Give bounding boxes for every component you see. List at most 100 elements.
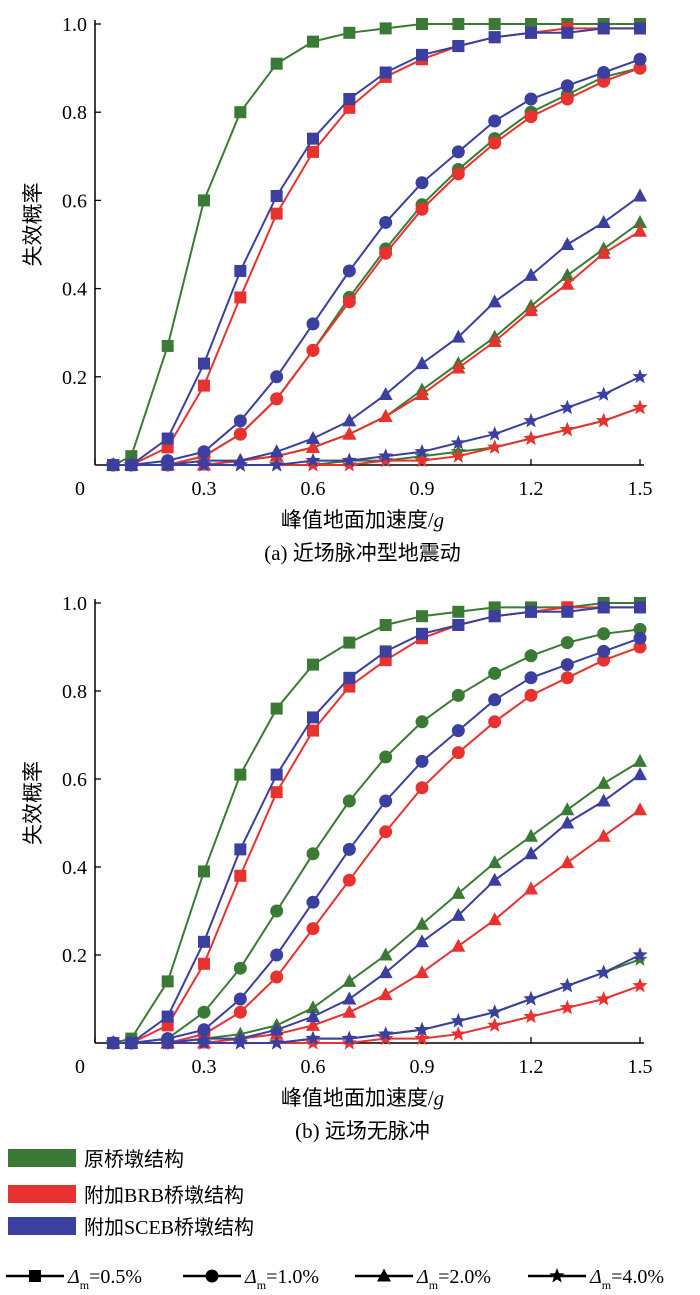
data-point-square [198, 357, 210, 370]
series-sceb-circle [106, 52, 647, 472]
data-point-star [559, 421, 575, 437]
data-point-square [343, 636, 356, 649]
data-point-star [341, 1035, 357, 1050]
legend-marker-triangle: Δm=2.0% [355, 1266, 491, 1292]
data-point-circle [415, 202, 429, 216]
data-point-square [452, 605, 465, 618]
data-point-triangle [451, 329, 466, 343]
data-point-square [234, 768, 247, 781]
data-point-triangle [596, 245, 611, 259]
data-point-star [632, 951, 648, 966]
data-point-triangle [451, 907, 466, 921]
data-point-circle [524, 671, 538, 685]
data-point-triangle [524, 828, 538, 842]
data-point-square [416, 627, 428, 640]
legend-marker-triangle-icon [377, 1268, 391, 1282]
data-point-star [632, 947, 648, 962]
data-point-square [416, 18, 428, 30]
data-point-triangle [487, 855, 502, 869]
chart-far-field-no-pulse: 0.2 0.4 0.6 0.8 1.0 0 0.3 0.6 0.9 1.2 1.5 失效概率峰值地面加… [21, 593, 653, 1143]
data-point-circle [197, 1005, 211, 1019]
data-point-triangle [378, 386, 393, 400]
series-line [113, 58, 641, 466]
data-point-square [161, 975, 174, 988]
data-point-triangle [487, 912, 502, 926]
data-point-star [523, 430, 539, 445]
data-point-star [596, 964, 612, 980]
data-point-star [487, 1004, 503, 1019]
data-point-circle [560, 671, 574, 685]
chart-caption: (b) 远场无脉冲 [295, 1119, 430, 1143]
data-point-triangle [560, 815, 575, 829]
y-tick-label: 0.6 [62, 190, 87, 212]
data-point-star [559, 999, 575, 1015]
data-point-circle [560, 636, 574, 650]
data-point-star [414, 443, 430, 459]
series-line [113, 27, 640, 466]
data-point-circle [560, 79, 574, 93]
series-sceb-square [107, 22, 646, 471]
y-axis-label: 失效概率 [21, 761, 45, 845]
x-tick-label: 0 [75, 1056, 85, 1078]
data-point-star [341, 457, 357, 472]
data-point-square [270, 207, 283, 220]
data-point-square [307, 658, 319, 671]
data-point-square [307, 35, 319, 48]
data-point-triangle [633, 753, 647, 767]
data-point-circle [597, 644, 611, 658]
data-point-star [196, 1035, 212, 1050]
data-point-circle [451, 688, 465, 702]
x-tick-label: 0.6 [301, 1056, 326, 1078]
data-point-star [450, 448, 466, 463]
legend-marker-star-icon [549, 1268, 565, 1283]
data-point-circle [306, 343, 320, 357]
chart-caption: (a) 近场脉冲型地震动 [264, 541, 461, 565]
data-point-square [270, 189, 283, 202]
legend-label-original: 原桥墩结构 [84, 1148, 184, 1171]
data-point-star [523, 991, 539, 1006]
data-point-square [525, 605, 537, 618]
data-point-square [198, 194, 210, 207]
data-point-triangle [524, 303, 538, 317]
data-point-circle [560, 92, 574, 106]
data-point-square [416, 48, 428, 61]
data-point-triangle [596, 793, 611, 807]
data-point-triangle [415, 356, 429, 370]
data-point-star [596, 386, 612, 401]
series-line [113, 195, 641, 466]
data-point-star [305, 1035, 321, 1050]
data-point-square [452, 40, 465, 53]
data-point-triangle [451, 360, 466, 374]
data-point-triangle [415, 386, 429, 400]
data-point-square [634, 22, 646, 35]
data-point-square [488, 18, 501, 30]
data-point-circle [488, 693, 502, 707]
data-point-triangle [524, 846, 538, 860]
data-point-square [525, 26, 537, 39]
data-point-circle [488, 715, 502, 729]
data-point-star [305, 1030, 321, 1046]
data-point-circle [451, 145, 465, 159]
data-point-star [596, 412, 612, 428]
series-line [112, 602, 640, 1044]
data-point-star [414, 452, 430, 468]
y-tick-label: 0.8 [62, 102, 87, 124]
data-point-triangle [487, 294, 502, 308]
data-point-circle [524, 110, 538, 124]
data-point-circle [233, 427, 247, 441]
data-point-square [307, 145, 319, 158]
data-point-triangle [342, 991, 357, 1005]
data-point-star [596, 991, 612, 1006]
data-point-star [523, 1008, 539, 1024]
data-point-triangle [269, 444, 284, 458]
data-point-square [561, 605, 574, 618]
data-point-square [452, 619, 465, 631]
data-point-circle [270, 970, 284, 984]
data-point-triangle [378, 965, 393, 979]
series-line [112, 23, 640, 466]
data-point-circle [415, 754, 429, 768]
data-point-star [269, 1035, 285, 1050]
series-line [113, 954, 641, 1044]
y-tick-label: 0.4 [62, 279, 87, 301]
